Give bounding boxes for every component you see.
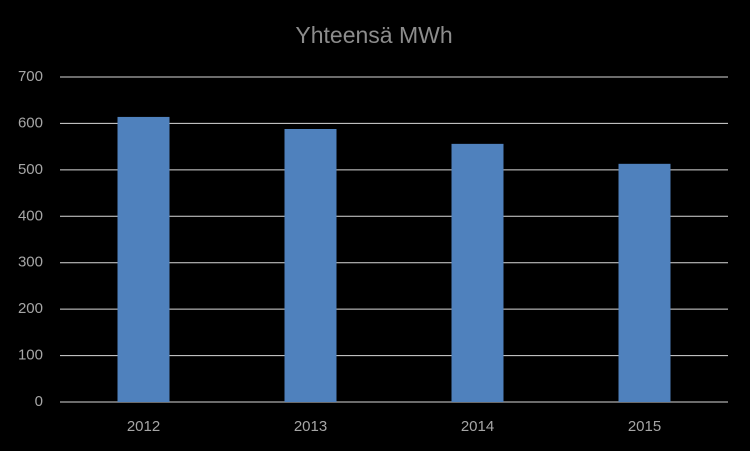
x-tick-label: 2014 <box>461 418 494 435</box>
y-tick-label: 600 <box>18 114 43 131</box>
x-tick-label: 2013 <box>294 418 327 435</box>
bar <box>618 163 671 402</box>
chart-title: Yhteensä MWh <box>295 22 452 48</box>
y-tick-label: 200 <box>18 300 43 317</box>
y-tick-label: 700 <box>18 68 43 85</box>
y-tick-label: 500 <box>18 161 43 178</box>
x-tick-label: 2012 <box>127 418 160 435</box>
y-tick-label: 300 <box>18 254 43 271</box>
y-tick-label: 400 <box>18 207 43 224</box>
bar <box>284 129 337 402</box>
x-tick-label: 2015 <box>628 418 661 435</box>
y-tick-label: 100 <box>18 347 43 364</box>
y-tick-label: 0 <box>35 393 43 410</box>
bar <box>117 116 170 402</box>
bar <box>451 143 504 402</box>
